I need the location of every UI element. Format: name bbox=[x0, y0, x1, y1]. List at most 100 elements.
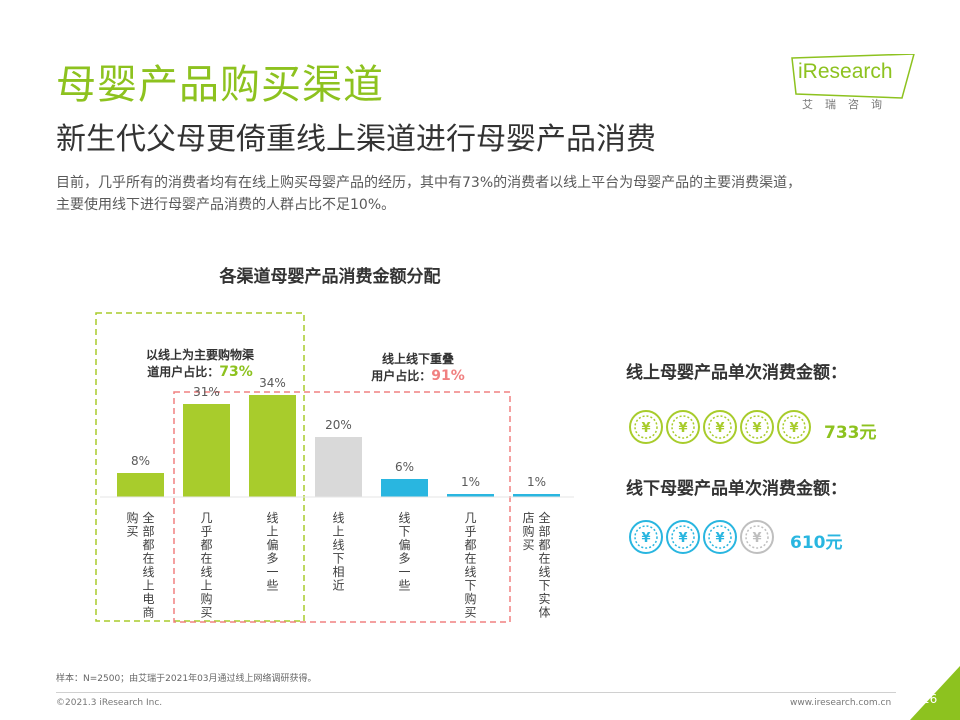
category-label-2-char: 偏 bbox=[266, 537, 278, 552]
coin-icon: ¥ bbox=[629, 520, 663, 554]
category-label-5-char: 购 bbox=[464, 591, 476, 606]
offline-amount: 610元 bbox=[790, 533, 843, 553]
online-main-label2: 道用户占比： bbox=[147, 365, 220, 379]
category-label-6-char: 部 bbox=[538, 524, 550, 539]
online-main-annotation: 以线上为主要购物渠 道用户占比：73% bbox=[120, 346, 280, 380]
coin-icon: ¥ bbox=[666, 410, 700, 444]
bar-value-label-2: 34% bbox=[259, 376, 286, 390]
category-label-6-char: 都 bbox=[538, 538, 550, 552]
offline-coins: ¥ ¥ ¥ ¥ bbox=[629, 520, 774, 554]
category-label-1-char: 在 bbox=[200, 552, 212, 566]
footer-divider bbox=[56, 692, 896, 693]
bar-4 bbox=[381, 479, 428, 497]
category-label-1-char: 几 bbox=[200, 511, 212, 525]
online-main-pct: 73% bbox=[219, 364, 253, 380]
overlap-label2: 用户占比： bbox=[371, 369, 432, 383]
bar-value-label-1: 31% bbox=[193, 385, 220, 399]
category-label-6-char: 体 bbox=[538, 606, 550, 620]
page-title: 母婴产品购买渠道 bbox=[56, 62, 384, 108]
category-label-0-char: 购 bbox=[126, 510, 138, 525]
bar-value-label-5: 1% bbox=[461, 475, 480, 489]
category-label-5-char: 乎 bbox=[464, 525, 476, 539]
logo-cn: 艾瑞咨询 bbox=[802, 98, 894, 111]
category-label-5-char: 线 bbox=[464, 565, 476, 579]
category-label-5-char: 买 bbox=[464, 606, 476, 620]
category-label-6-char: 线 bbox=[538, 565, 550, 579]
svg-text:¥: ¥ bbox=[715, 531, 724, 546]
category-label-4-char: 下 bbox=[398, 525, 410, 539]
website-link[interactable]: www.iresearch.com.cn bbox=[790, 698, 892, 708]
svg-text:¥: ¥ bbox=[752, 531, 761, 546]
category-label-6-char: 店 bbox=[522, 511, 534, 525]
svg-text:¥: ¥ bbox=[641, 531, 650, 546]
bar-2 bbox=[249, 395, 296, 497]
category-label-2-char: 一 bbox=[266, 565, 278, 579]
bar-value-label-3: 20% bbox=[325, 418, 352, 432]
category-label-0-char: 电 bbox=[142, 592, 154, 606]
online-main-line2: 道用户占比：73% bbox=[120, 363, 280, 380]
category-label-6-char: 购 bbox=[522, 524, 534, 539]
category-label-2-char: 上 bbox=[266, 525, 278, 539]
online-coins: ¥ ¥ ¥ ¥ ¥ bbox=[629, 410, 811, 444]
category-label-4-char: 偏 bbox=[398, 537, 410, 552]
bar-value-label-6: 1% bbox=[527, 475, 546, 489]
category-label-6-char: 实 bbox=[538, 591, 550, 606]
coin-icon: ¥ bbox=[740, 410, 774, 444]
coin-icon: ¥ bbox=[703, 520, 737, 554]
copyright: ©2021.3 iResearch Inc. bbox=[56, 698, 163, 708]
online-main-label: 以线上为主要购物渠 bbox=[145, 348, 254, 362]
page-subtitle: 新生代父母更倚重线上渠道进行母婴产品消费 bbox=[56, 122, 656, 157]
logo-shape bbox=[791, 54, 915, 99]
category-label-3-char: 上 bbox=[332, 525, 344, 539]
overlap-pct: 91% bbox=[431, 368, 465, 384]
online-amount: 733元 bbox=[824, 423, 877, 443]
page-corner-shape bbox=[910, 666, 960, 720]
category-label-2-char: 线 bbox=[266, 511, 278, 525]
overlap-annotation: 线上线下重叠 用户占比：91% bbox=[338, 350, 498, 384]
coin-icon: ¥ bbox=[629, 410, 663, 444]
online-main-box bbox=[95, 312, 305, 622]
bar-1 bbox=[183, 404, 230, 497]
description-line-1: 目前，几乎所有的消费者均有在线上购买母婴产品的经历，其中有73%的消费者以线上平… bbox=[56, 175, 802, 191]
category-label-1-char: 上 bbox=[200, 579, 212, 593]
category-label-0-char: 上 bbox=[142, 579, 154, 593]
category-label-4-char: 些 bbox=[398, 579, 410, 593]
category-label-3-char: 相 bbox=[332, 565, 344, 579]
category-label-6-char: 全 bbox=[538, 510, 550, 525]
chart-title: 各渠道母婴产品消费金额分配 bbox=[219, 267, 441, 287]
bar-5 bbox=[447, 494, 494, 497]
category-label-3-char: 线 bbox=[332, 511, 344, 525]
bar-0 bbox=[117, 473, 164, 497]
category-label-1-char: 乎 bbox=[200, 525, 212, 539]
svg-text:¥: ¥ bbox=[678, 421, 687, 436]
category-label-3-char: 线 bbox=[332, 538, 344, 552]
bar-3 bbox=[315, 437, 362, 497]
sample-note: 样本：N=2500；由艾瑞于2021年03月通过线上网络调研获得。 bbox=[56, 674, 317, 684]
category-label-4-char: 线 bbox=[398, 511, 410, 525]
category-label-1-char: 线 bbox=[200, 565, 212, 579]
online-amount-label: 线上母婴产品单次消费金额： bbox=[626, 363, 847, 383]
overlap-label: 线上线下重叠 bbox=[381, 352, 454, 366]
category-label-2-char: 些 bbox=[266, 579, 278, 593]
category-label-6-char: 在 bbox=[538, 552, 550, 566]
bar-6 bbox=[513, 494, 560, 497]
category-label-4-char: 一 bbox=[398, 565, 410, 579]
category-label-5-char: 下 bbox=[464, 579, 476, 593]
bar-value-label-0: 8% bbox=[131, 454, 150, 468]
coin-icon: ¥ bbox=[666, 520, 700, 554]
category-label-1-char: 都 bbox=[200, 538, 212, 552]
category-label-5-char: 几 bbox=[464, 511, 476, 525]
category-label-5-char: 都 bbox=[464, 538, 476, 552]
overlap-box bbox=[173, 391, 511, 623]
coin-icon: ¥ bbox=[740, 520, 774, 554]
coin-icon: ¥ bbox=[777, 410, 811, 444]
category-label-0-char: 全 bbox=[142, 510, 154, 525]
category-label-0-char: 都 bbox=[142, 538, 154, 552]
category-label-0-char: 部 bbox=[142, 524, 154, 539]
category-label-4-char: 多 bbox=[398, 552, 410, 566]
category-label-2-char: 多 bbox=[266, 552, 278, 566]
category-label-5-char: 在 bbox=[464, 552, 476, 566]
description-line-2: 主要使用线下进行母婴产品消费的人群占比不足10%。 bbox=[56, 197, 396, 213]
svg-text:¥: ¥ bbox=[715, 421, 724, 436]
